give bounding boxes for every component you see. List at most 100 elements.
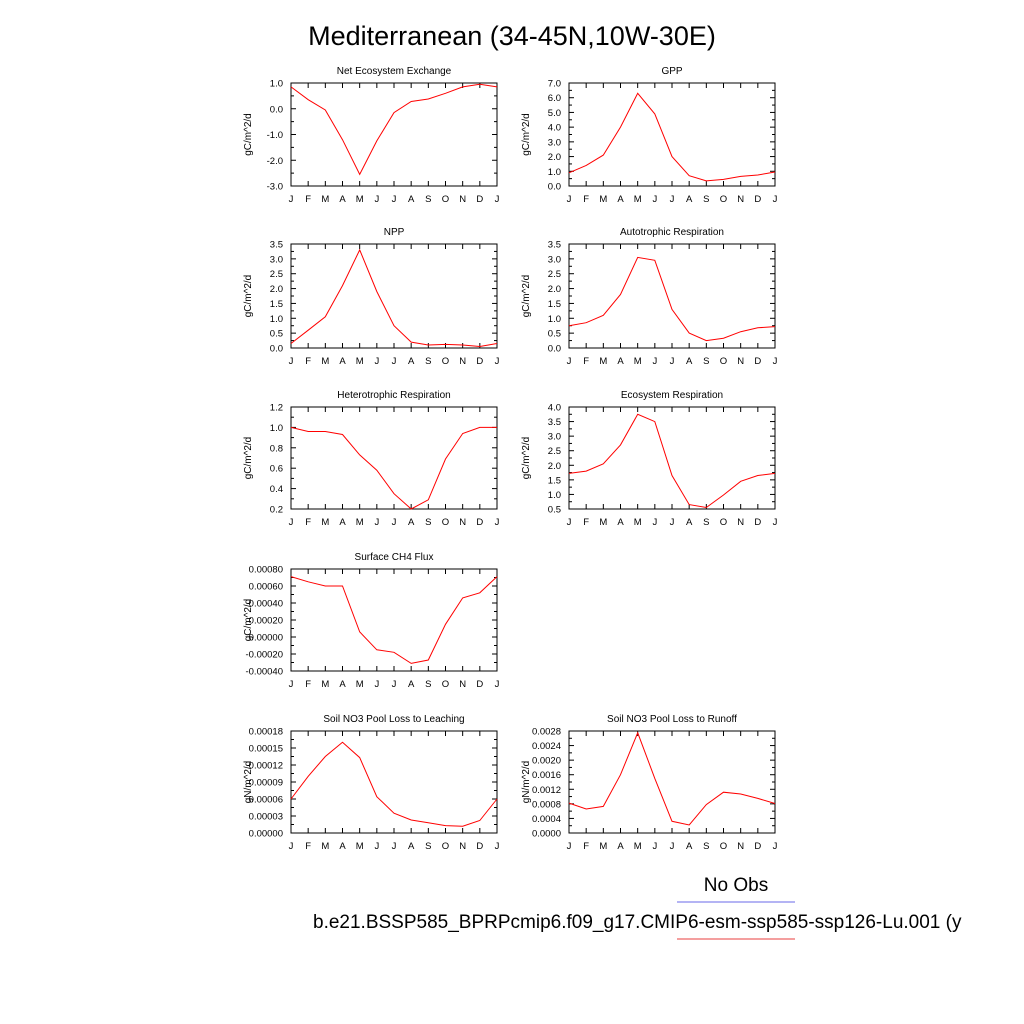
- panel-1: Net Ecosystem Exchange gC/m^2/d 1.0 0.0 -1.0…: [243, 66, 500, 205]
- x-tick-label: J: [289, 517, 294, 528]
- y-axis-label: gC/m^2/d: [521, 113, 532, 156]
- x-tick-label: M: [321, 679, 329, 690]
- plot-frame: [290, 243, 498, 349]
- y-tick-label: -1.0: [267, 130, 283, 141]
- x-tick-label: N: [737, 194, 744, 205]
- y-tick-label: 7.0: [548, 79, 561, 90]
- x-tick-label: D: [754, 194, 761, 205]
- x-tick-label: O: [442, 841, 449, 852]
- x-tick-label: M: [321, 517, 329, 528]
- panel-title: Autotrophic Respiration: [620, 227, 724, 238]
- y-tick-label: 0.0004: [532, 814, 561, 825]
- plot-frame: [568, 730, 776, 834]
- y-tick-label: 0.00000: [249, 633, 283, 644]
- x-tick-label: J: [670, 841, 675, 852]
- x-tick-label: F: [305, 679, 311, 690]
- x-tick-label: J: [652, 841, 657, 852]
- panel-title: Heterotrophic Respiration: [337, 390, 450, 401]
- y-tick-label: 0.00060: [249, 582, 283, 593]
- y-tick-label: 0.5: [548, 329, 561, 340]
- y-tick-label: 0.00040: [249, 599, 283, 610]
- x-tick-label: J: [773, 841, 778, 852]
- panel-title: Ecosystem Respiration: [621, 390, 723, 401]
- x-tick-label: J: [374, 194, 379, 205]
- x-tick-label: J: [670, 194, 675, 205]
- y-tick-label: 5.0: [548, 108, 561, 119]
- y-tick-label: 0.0020: [532, 756, 561, 767]
- x-tick-label: S: [703, 356, 709, 367]
- y-tick-label: 1.5: [270, 299, 283, 310]
- x-tick-label: D: [476, 841, 483, 852]
- y-axis-label: gC/m^2/d: [521, 275, 532, 318]
- y-tick-label: 1.2: [270, 403, 283, 414]
- y-tick-label: 0.00012: [249, 761, 283, 772]
- x-tick-label: N: [737, 517, 744, 528]
- y-axis-label: gC/m^2/d: [243, 599, 254, 642]
- y-tick-label: 1.5: [548, 299, 561, 310]
- series-line: [290, 83, 498, 176]
- y-tick-label: 3.0: [548, 432, 561, 443]
- y-tick-label: 0.0: [270, 344, 283, 355]
- y-tick-label: 0.0008: [532, 799, 561, 810]
- y-tick-label: 2.0: [548, 461, 561, 472]
- x-tick-label: N: [737, 841, 744, 852]
- x-tick-label: A: [686, 356, 693, 367]
- legend: No Obs b.e21.BSSP585_BPRPcmip6.f09_g17.C…: [313, 875, 962, 940]
- x-tick-label: M: [321, 356, 329, 367]
- x-tick-label: J: [495, 517, 500, 528]
- x-tick-label: D: [476, 517, 483, 528]
- x-tick-label: A: [617, 194, 624, 205]
- x-tick-label: F: [583, 841, 589, 852]
- x-tick-label: J: [392, 841, 397, 852]
- plot-frame: [290, 82, 498, 187]
- y-tick-label: 0.0024: [532, 741, 561, 752]
- x-tick-label: S: [703, 841, 709, 852]
- y-tick-label: 0.00006: [249, 795, 283, 806]
- series-line: [568, 731, 776, 826]
- x-tick-label: M: [356, 679, 364, 690]
- plot-frame: [568, 243, 776, 349]
- series-line: [290, 426, 497, 510]
- x-tick-label: J: [567, 356, 572, 367]
- y-tick-label: 0.00009: [249, 778, 283, 789]
- x-tick-label: S: [425, 517, 431, 528]
- x-tick-label: J: [567, 517, 572, 528]
- x-tick-label: J: [374, 517, 379, 528]
- x-tick-label: S: [425, 194, 431, 205]
- x-tick-label: S: [703, 517, 709, 528]
- y-tick-label: 0.5: [548, 505, 561, 516]
- y-axis-label: gN/m^2/d: [521, 761, 532, 804]
- x-tick-label: A: [339, 517, 346, 528]
- x-tick-label: S: [425, 679, 431, 690]
- x-tick-label: S: [425, 356, 431, 367]
- x-tick-label: F: [305, 841, 311, 852]
- x-tick-label: A: [339, 356, 346, 367]
- y-tick-label: 4.0: [548, 403, 561, 414]
- series-line: [290, 741, 498, 827]
- y-tick-label: -3.0: [267, 182, 283, 193]
- x-tick-label: F: [305, 194, 311, 205]
- x-tick-label: M: [356, 194, 364, 205]
- x-tick-label: J: [392, 194, 397, 205]
- x-tick-label: M: [321, 194, 329, 205]
- y-tick-label: 3.5: [548, 417, 561, 428]
- y-tick-label: 0.2: [270, 505, 283, 516]
- panel-9: Soil NO3 Pool Loss to RunoffgN/m^2/d0.00…: [521, 714, 778, 852]
- y-tick-label: 0.00080: [249, 565, 283, 576]
- y-axis-label: gC/m^2/d: [521, 437, 532, 480]
- x-tick-label: D: [476, 356, 483, 367]
- x-tick-label: O: [720, 356, 727, 367]
- x-tick-label: O: [720, 841, 727, 852]
- x-tick-label: O: [720, 517, 727, 528]
- series-line: [290, 576, 498, 664]
- y-axis-label: gC/m^2/d: [243, 113, 254, 156]
- x-tick-label: J: [773, 517, 778, 528]
- y-tick-label: 1.5: [548, 475, 561, 486]
- x-tick-label: J: [652, 194, 657, 205]
- x-tick-label: J: [495, 356, 500, 367]
- y-tick-label: 3.0: [270, 254, 283, 265]
- x-tick-label: A: [408, 841, 415, 852]
- series-line: [568, 413, 776, 509]
